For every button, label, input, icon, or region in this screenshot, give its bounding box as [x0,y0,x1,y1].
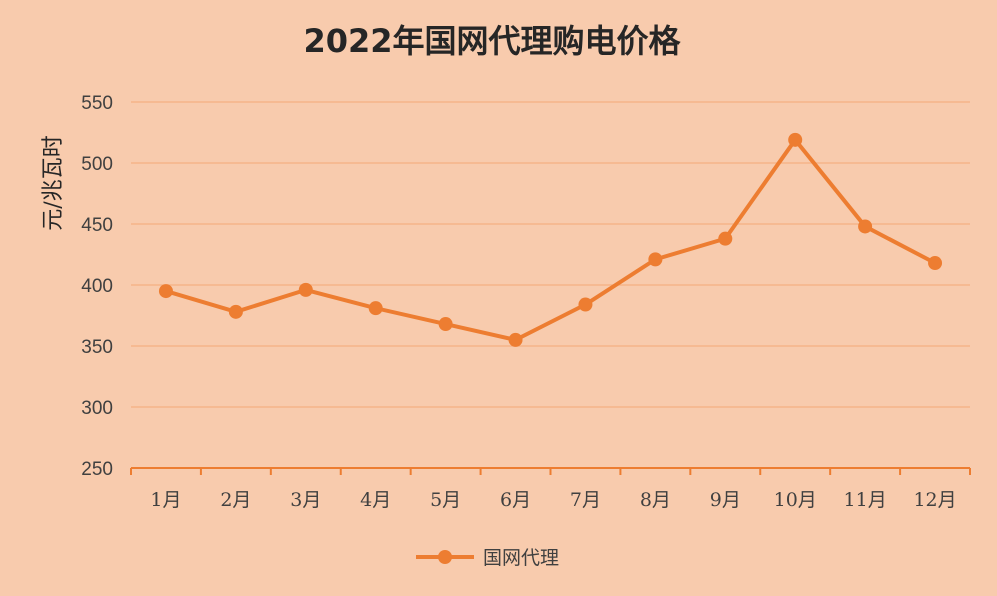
x-tick-label: 3月 [290,489,321,511]
data-point [368,301,383,316]
data-point [508,332,523,347]
data-point [578,297,593,312]
y-axis-ticks: 250 300 350 400 450 500 550 [81,93,113,480]
series-line [163,137,938,342]
data-point [228,304,243,319]
y-tick-label: 450 [81,215,113,236]
x-tick-label: 12月 [913,489,956,511]
legend-point-marker [438,550,452,564]
data-point [438,317,453,332]
x-tick-label: 8月 [640,489,671,511]
y-tick-label: 400 [81,276,113,297]
data-point [298,282,313,297]
data-point [928,256,943,271]
legend-label: 国网代理 [483,547,559,569]
data-point [858,219,873,234]
y-tick-label: 250 [81,459,113,480]
y-tick-label: 500 [81,154,113,175]
x-tick-label: 11月 [844,489,887,511]
data-point [158,284,173,299]
x-tick-label: 9月 [710,489,741,511]
x-tick-label: 10月 [774,489,817,511]
chart-title: 2022年国网代理购电价格 [303,22,681,60]
x-axis [130,467,971,475]
y-tick-label: 550 [81,93,113,114]
grid [131,101,970,408]
y-axis-label: 元/兆瓦时 [41,135,66,230]
series [158,132,943,347]
x-tick-label: 6月 [500,489,531,511]
x-tick-label: 2月 [220,489,251,511]
data-point [788,132,803,147]
x-tick-label: 5月 [430,489,461,511]
data-point [648,252,663,267]
x-tick-label: 7月 [570,489,601,511]
legend: 国网代理 [416,547,559,569]
x-tick-label: 4月 [360,489,391,511]
x-tick-label: 1月 [150,489,181,511]
y-tick-label: 300 [81,398,113,419]
data-point [718,231,733,246]
x-axis-ticks: 1月 2月 3月 4月 5月 6月 7月 8月 9月 10月 11月 12月 [150,489,956,511]
y-tick-label: 350 [81,337,113,358]
